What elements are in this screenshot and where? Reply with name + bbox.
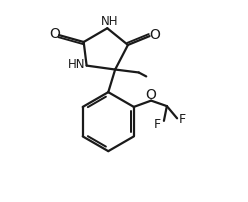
Text: NH: NH — [100, 15, 118, 28]
Text: F: F — [179, 113, 186, 126]
Text: F: F — [154, 118, 161, 131]
Text: O: O — [49, 26, 60, 41]
Text: HN: HN — [68, 58, 86, 71]
Text: O: O — [149, 27, 160, 42]
Text: O: O — [146, 88, 156, 102]
